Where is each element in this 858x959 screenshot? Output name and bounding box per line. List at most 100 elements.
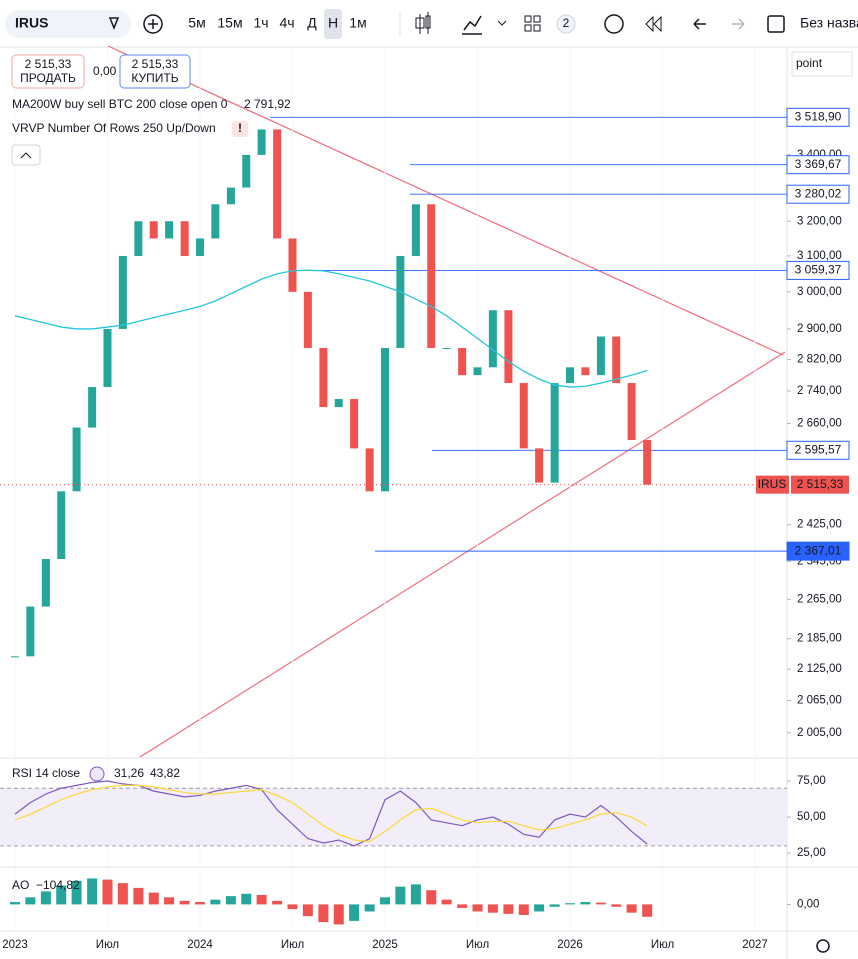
candle bbox=[165, 221, 174, 239]
x-tick-label: Июл bbox=[281, 939, 304, 951]
symbol[interactable]: IRUS bbox=[15, 15, 48, 31]
candle bbox=[57, 491, 66, 560]
rsi-title[interactable]: RSI 14 close bbox=[12, 766, 80, 780]
rsi-icon[interactable] bbox=[89, 766, 105, 782]
compare-icon bbox=[148, 19, 158, 29]
ao-bar bbox=[164, 897, 175, 905]
x-tick-label: 2026 bbox=[557, 939, 583, 951]
ma-line bbox=[14, 269, 648, 388]
interval[interactable]: Д bbox=[307, 15, 317, 31]
buy-button[interactable] bbox=[119, 54, 191, 89]
indicators-button[interactable] bbox=[462, 15, 482, 35]
ao-bar bbox=[611, 904, 622, 907]
interval[interactable]: 15м bbox=[217, 15, 242, 31]
dropdown[interactable] bbox=[497, 20, 507, 26]
rsi-line bbox=[14, 784, 648, 843]
y-tick-label: 2 005,00 bbox=[797, 727, 842, 739]
ao-bar bbox=[194, 902, 205, 905]
candle bbox=[488, 310, 497, 368]
ao-bar bbox=[380, 897, 391, 905]
candle bbox=[273, 129, 282, 239]
ao-bar bbox=[549, 904, 560, 907]
level-label: 2 367,01 bbox=[795, 543, 842, 557]
candle bbox=[257, 129, 266, 155]
ma-legend[interactable]: MA200W buy sell BTC 200 close open 0 bbox=[12, 97, 228, 111]
rsi-signal-value: 43,82 bbox=[150, 766, 180, 780]
level-tag bbox=[786, 440, 850, 460]
candle bbox=[535, 448, 544, 483]
ao-bar bbox=[117, 883, 128, 905]
candle bbox=[643, 440, 652, 485]
layout-count: 2 bbox=[563, 16, 570, 30]
layout-button[interactable] bbox=[524, 15, 541, 32]
rsi-value: 31,26 bbox=[114, 766, 144, 780]
ao-title[interactable]: AO bbox=[12, 878, 29, 892]
x-tick-label: 2024 bbox=[187, 939, 213, 951]
interval[interactable]: 1ч bbox=[253, 15, 268, 31]
candle bbox=[319, 347, 328, 408]
candle bbox=[41, 559, 50, 607]
trend-line[interactable] bbox=[139, 351, 786, 758]
interval[interactable]: 4ч bbox=[279, 15, 294, 31]
candle bbox=[103, 328, 112, 388]
candle bbox=[365, 448, 374, 492]
chart-type-button[interactable] bbox=[415, 12, 431, 34]
alert-button[interactable] bbox=[604, 14, 624, 34]
ao-bar bbox=[272, 900, 283, 905]
layout-name[interactable]: Без назва bbox=[800, 15, 858, 31]
compare-button[interactable] bbox=[143, 14, 163, 34]
vrvp-legend[interactable]: VRVP Number Of Rows 250 Up/Down bbox=[12, 121, 216, 135]
candle bbox=[26, 606, 35, 657]
interval[interactable]: Н bbox=[328, 15, 338, 31]
sell-button[interactable] bbox=[11, 54, 85, 89]
candle bbox=[288, 238, 297, 292]
warning-icon: ! bbox=[238, 121, 242, 135]
candle bbox=[581, 367, 590, 376]
candle bbox=[350, 399, 359, 449]
candle bbox=[134, 221, 143, 256]
point-label: point bbox=[796, 56, 823, 70]
point-box[interactable] bbox=[791, 51, 853, 77]
ao-bar bbox=[302, 904, 313, 917]
ao-bar bbox=[580, 902, 591, 905]
collapse-button[interactable] bbox=[11, 144, 41, 166]
sell-price: 2 515,33 bbox=[25, 57, 72, 71]
ao-bar bbox=[87, 878, 98, 905]
ao-bar bbox=[534, 904, 545, 912]
candle bbox=[627, 383, 636, 441]
y-tick-label: 2 265,00 bbox=[797, 593, 842, 605]
flag-icon[interactable] bbox=[108, 17, 120, 31]
replay-button[interactable] bbox=[645, 15, 662, 33]
level-tag bbox=[786, 541, 850, 561]
candle bbox=[242, 154, 251, 188]
ao-bar bbox=[626, 904, 637, 913]
level-label: 3 280,02 bbox=[795, 186, 842, 200]
ao-bar bbox=[40, 891, 51, 905]
candle bbox=[612, 336, 621, 384]
undo-button[interactable] bbox=[693, 18, 706, 30]
candle bbox=[458, 347, 467, 376]
candle bbox=[550, 383, 559, 483]
warning-badge[interactable] bbox=[232, 121, 248, 137]
interval[interactable]: 5м bbox=[188, 15, 205, 31]
x-tick-label: Июл bbox=[96, 939, 119, 951]
interval[interactable]: 1м bbox=[349, 15, 366, 31]
settings-button[interactable] bbox=[816, 939, 830, 953]
ao-bar bbox=[472, 904, 483, 912]
trend-line[interactable] bbox=[107, 45, 784, 356]
layout-count-badge[interactable] bbox=[556, 14, 576, 34]
ao-bar bbox=[333, 904, 344, 925]
redo-button[interactable] bbox=[732, 18, 745, 30]
candle bbox=[180, 221, 189, 256]
ao-bar bbox=[287, 904, 298, 910]
layout-icon[interactable] bbox=[767, 15, 785, 33]
symbol-search[interactable] bbox=[5, 10, 131, 38]
ao-bar bbox=[487, 904, 498, 913]
candle bbox=[149, 221, 158, 239]
candle bbox=[72, 427, 81, 492]
rsi-band bbox=[0, 788, 787, 846]
y-tick-label: 2 425,00 bbox=[797, 519, 842, 531]
sell-label: ПРОДАТЬ bbox=[20, 71, 76, 85]
